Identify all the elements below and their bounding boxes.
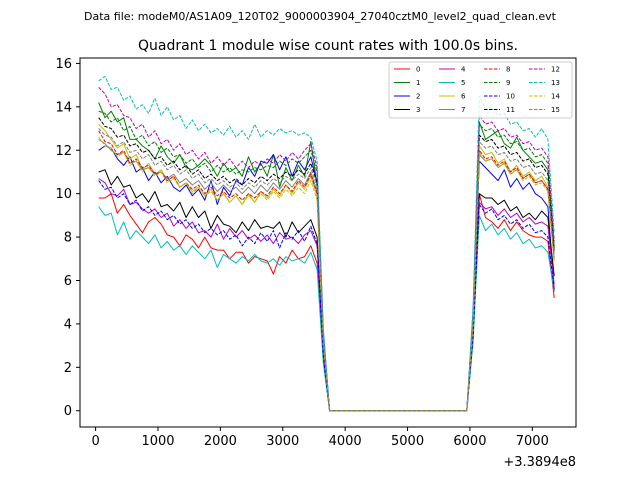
series-line-module-12 <box>98 86 555 412</box>
y-tick-label: 6 <box>64 274 72 289</box>
axes-frame <box>79 57 577 428</box>
series-line-module-13 <box>98 75 555 412</box>
legend-label-7: 7 <box>461 106 465 114</box>
x-tick-label: 4000 <box>329 434 362 449</box>
plot-lines <box>98 75 555 412</box>
series-line-module-10 <box>98 180 555 412</box>
legend-label-9: 9 <box>506 79 510 87</box>
x-tick-label: 1000 <box>141 434 174 449</box>
series-line-module-15 <box>98 128 555 412</box>
legend-label-12: 12 <box>551 66 560 74</box>
chart-title: Quadrant 1 module wise count rates with … <box>138 38 518 54</box>
legend-label-14: 14 <box>551 93 560 101</box>
x-tick-label: 7000 <box>516 434 549 449</box>
legend-label-6: 6 <box>461 93 466 101</box>
legend-label-5: 5 <box>461 79 465 87</box>
y-tick-label: 8 <box>64 231 72 246</box>
axis-ticks: 0 1000 2000 3000 4000 5000 6000 700002468101214… <box>55 57 548 449</box>
legend-box <box>388 61 573 119</box>
legend-label-10: 10 <box>506 93 515 101</box>
legend-label-0: 0 <box>416 66 420 74</box>
x-offset-label: +3.3894e8 <box>503 455 576 470</box>
y-tick-label: 4 <box>64 317 72 332</box>
legend-label-13: 13 <box>551 79 560 87</box>
y-tick-label: 14 <box>55 100 72 115</box>
legend-label-4: 4 <box>461 66 466 74</box>
y-tick-label: 0 <box>64 404 72 419</box>
y-tick-label: 10 <box>55 187 72 202</box>
figure-suptitle: Data file: modeM0/AS1A09_120T02_90000039… <box>84 10 557 23</box>
legend-label-8: 8 <box>506 66 510 74</box>
y-tick-label: 12 <box>55 144 72 159</box>
x-tick-label: 2000 <box>204 434 237 449</box>
y-tick-label: 2 <box>64 361 72 376</box>
x-tick-label: 3000 <box>266 434 299 449</box>
y-tick-label: 16 <box>55 57 72 72</box>
x-tick-label: 0 <box>91 434 99 449</box>
legend-label-2: 2 <box>416 93 420 101</box>
series-line-module-9 <box>98 110 555 412</box>
legend-label-11: 11 <box>506 106 515 114</box>
x-tick-label: 6000 <box>453 434 486 449</box>
x-tick-label: 5000 <box>391 434 424 449</box>
legend-label-3: 3 <box>416 106 420 114</box>
legend-label-1: 1 <box>416 79 420 87</box>
legend-label-15: 15 <box>551 106 560 114</box>
